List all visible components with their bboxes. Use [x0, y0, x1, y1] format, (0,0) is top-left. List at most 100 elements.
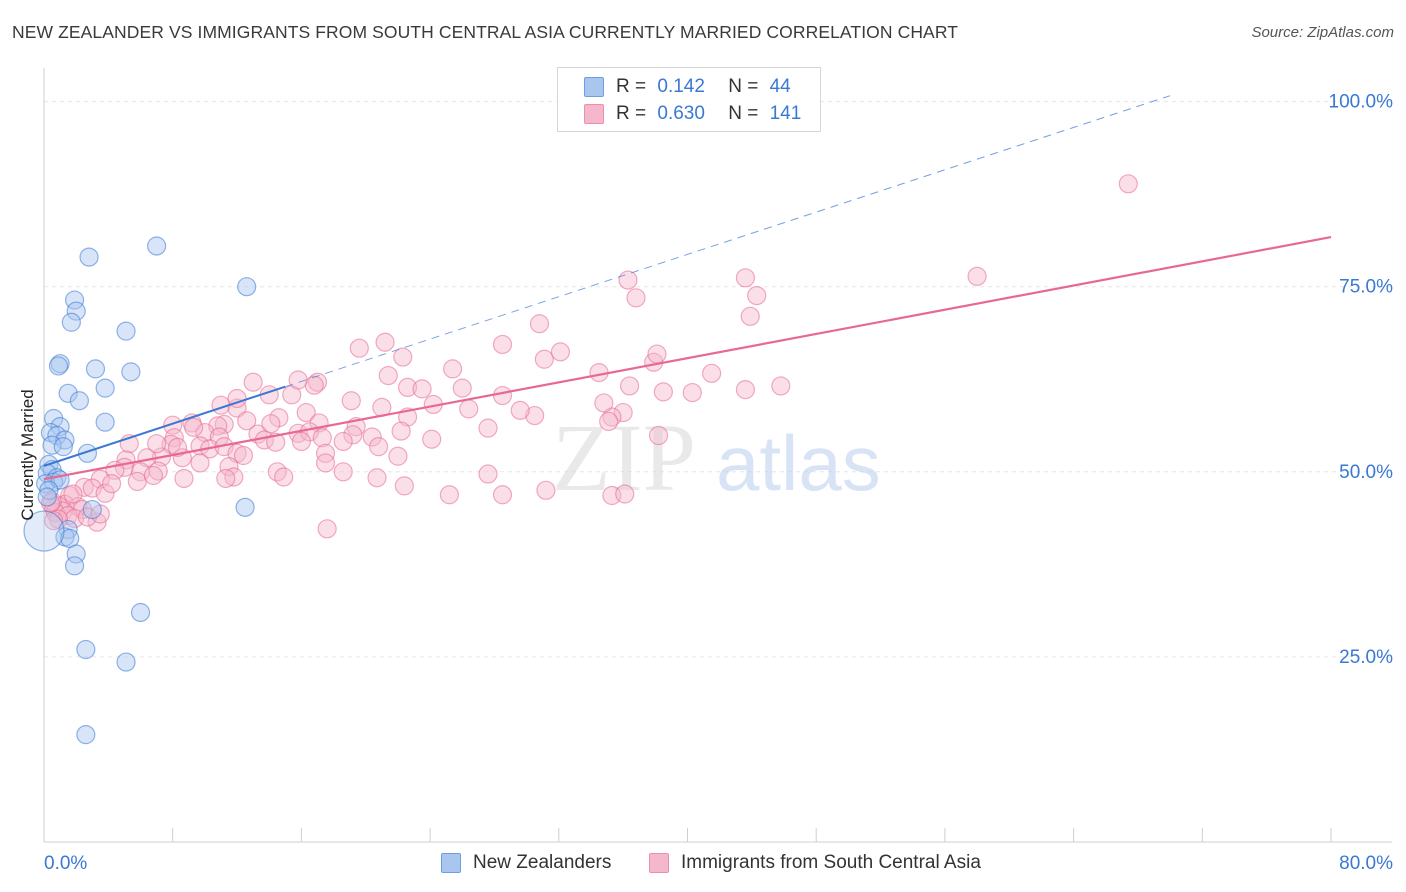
point-immigrant: [216, 468, 236, 489]
point-new-zealander: [82, 499, 102, 520]
point-immigrant: [422, 429, 442, 449]
point-immigrant: [315, 443, 336, 463]
point-immigrant: [478, 418, 498, 438]
legend-swatch-new-zealanders: [584, 77, 604, 97]
point-new-zealander: [130, 602, 151, 623]
point-immigrant: [174, 468, 194, 489]
point-new-zealander: [76, 725, 96, 745]
axes: [43, 68, 1392, 843]
point-new-zealander: [69, 391, 89, 411]
point-immigrant: [369, 437, 389, 457]
legend-r-value: 0.630: [657, 103, 705, 124]
point-immigrant: [233, 445, 254, 466]
point-new-zealander: [121, 362, 141, 382]
point-new-zealander: [58, 383, 78, 403]
point-immigrant: [82, 478, 102, 498]
legend-n-label: N =: [728, 76, 759, 97]
point-immigrant: [510, 400, 530, 420]
point-immigrant: [443, 359, 463, 379]
point-immigrant: [492, 385, 513, 406]
point-immigrant: [184, 417, 204, 437]
point-immigrant: [333, 431, 353, 452]
point-immigrant: [349, 338, 369, 358]
point-new-zealander: [48, 356, 69, 376]
point-new-zealander: [95, 412, 115, 432]
point-new-zealander: [76, 639, 96, 660]
point-immigrant: [550, 342, 571, 362]
point-new-zealander: [55, 430, 75, 450]
point-immigrant: [312, 428, 332, 448]
point-immigrant: [315, 453, 336, 473]
point-new-zealander: [61, 312, 81, 332]
point-immigrant: [127, 471, 147, 492]
point-immigrant: [647, 344, 667, 364]
point-immigrant: [529, 314, 550, 334]
point-immigrant: [237, 411, 257, 431]
legend-swatch: [649, 853, 669, 873]
point-immigrant: [412, 379, 432, 399]
trend-lines: [43, 95, 1332, 481]
point-immigrant: [343, 425, 363, 445]
point-new-zealander: [235, 497, 255, 517]
point-new-zealander: [85, 359, 106, 379]
legend-label: Immigrants from South Central Asia: [681, 852, 981, 873]
point-immigrant: [190, 453, 210, 473]
point-new-zealander: [66, 301, 86, 321]
point-immigrant: [147, 434, 167, 454]
chart-title: NEW ZEALANDER VS IMMIGRANTS FROM SOUTH C…: [12, 22, 959, 42]
y-tick-label: 75.0%: [1339, 277, 1393, 298]
point-immigrant: [740, 306, 760, 326]
point-immigrant: [274, 467, 294, 487]
watermark-atlas: atlas: [716, 419, 881, 507]
point-immigrant: [394, 476, 414, 496]
point-immigrant: [101, 474, 122, 494]
point-immigrant: [167, 437, 188, 457]
point-new-zealander: [77, 443, 98, 463]
point-new-zealander: [237, 277, 257, 297]
point-immigrant: [288, 370, 308, 390]
point-immigrant: [534, 349, 554, 369]
point-immigrant: [439, 485, 460, 505]
point-immigrant: [266, 432, 286, 452]
point-immigrant: [594, 393, 614, 413]
legend-swatch: [441, 853, 461, 873]
point-new-zealander: [116, 321, 136, 341]
legend-label: New Zealanders: [473, 852, 612, 873]
legend-swatch-immigrants: [584, 104, 604, 124]
point-immigrant: [341, 391, 361, 411]
point-immigrant: [317, 519, 337, 539]
point-immigrant: [378, 365, 398, 386]
trend-line-immigrants: [43, 236, 1332, 481]
legend-r-label: R =: [616, 76, 647, 97]
point-immigrant: [618, 270, 638, 290]
point-immigrant: [63, 484, 83, 504]
point-immigrant: [599, 411, 619, 432]
point-immigrant: [613, 402, 633, 423]
point-immigrant: [375, 332, 395, 352]
point-immigrant: [682, 382, 702, 403]
trend-line-new-zealanders: [43, 385, 286, 467]
point-new-zealander: [23, 510, 65, 552]
point-immigrant: [393, 347, 413, 367]
point-immigrant: [143, 465, 163, 486]
legend-n-value: 141: [769, 103, 802, 124]
legend-r-value: 0.142: [657, 76, 705, 97]
point-immigrant: [74, 477, 94, 497]
point-immigrant: [452, 378, 472, 398]
point-immigrant: [747, 285, 767, 306]
point-immigrant: [626, 288, 646, 308]
point-immigrant: [388, 446, 408, 466]
point-immigrant: [1118, 174, 1138, 194]
point-immigrant: [243, 372, 263, 392]
point-immigrant: [525, 405, 545, 426]
point-immigrant: [771, 376, 791, 396]
series-legend: New Zealanders Immigrants from South Cen…: [0, 852, 1406, 878]
source-label: Source: ZipAtlas.com: [1251, 24, 1394, 41]
point-immigrant: [615, 484, 635, 504]
point-immigrant: [391, 421, 411, 441]
point-immigrant: [367, 468, 387, 488]
point-immigrant: [304, 375, 324, 395]
point-new-zealander: [39, 480, 59, 500]
x-tick-label: 80.0%: [1339, 853, 1393, 874]
